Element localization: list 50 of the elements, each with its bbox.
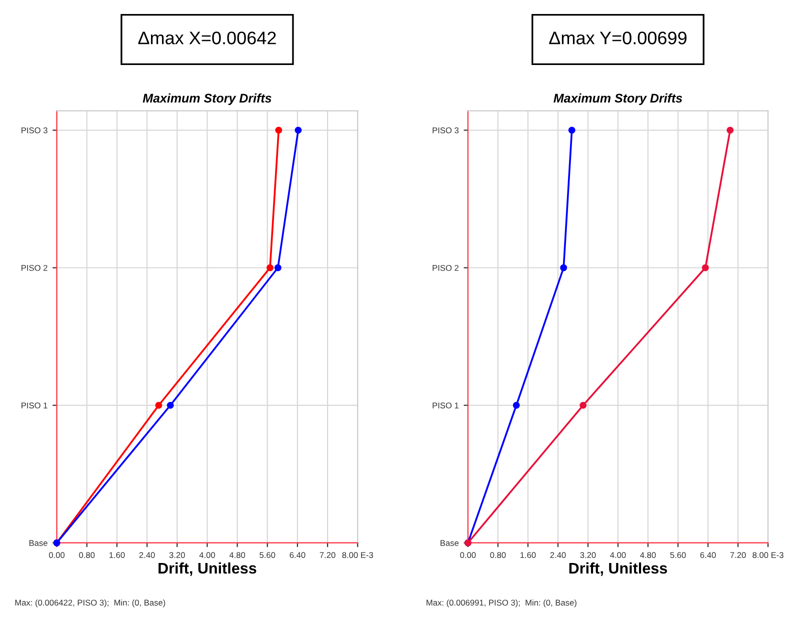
point [166, 402, 174, 409]
y-tick-label: Base [29, 540, 48, 546]
x-tick-label: 8.00 E-3 [752, 552, 784, 558]
x-axis-title: Drift, Unitless [158, 562, 256, 576]
point [274, 264, 282, 272]
x-tick-label: 2.40 [139, 552, 155, 558]
x-tick-label: 8.00 E-3 [342, 552, 374, 558]
y-tick-label: PISO 2 [22, 264, 48, 271]
y-tick-label: Base [440, 540, 459, 546]
point [266, 264, 274, 272]
chart-subtitle: Δmax X=0.00642 [138, 32, 276, 44]
y-tick-label: PISO 2 [432, 264, 458, 271]
x-tick-label: 4.80 [229, 552, 246, 558]
x-tick-label: 3.20 [580, 552, 596, 558]
chart-subtitle: Δmax Y=0.00699 [549, 32, 686, 44]
point [726, 126, 734, 134]
point [580, 402, 587, 409]
x-tick-label: 0.80 [79, 552, 95, 558]
x-tick-label: 6.40 [290, 552, 306, 558]
x-tick-label: 4.00 [199, 552, 215, 558]
x-tick-label: 5.60 [670, 552, 686, 558]
point [702, 264, 709, 272]
point [275, 126, 282, 134]
chart-title: Maximum Story Drifts [142, 93, 272, 106]
x-tick-label: 3.20 [169, 552, 185, 558]
y-tick-label: PISO 3 [432, 127, 459, 134]
x-tick-label: 0.00 [460, 552, 476, 558]
x-tick-label: 5.60 [260, 552, 276, 558]
x-tick-label: 1.60 [520, 552, 536, 558]
x-tick-label: 6.40 [700, 552, 716, 558]
chart-title: Maximum Story Drifts [554, 93, 682, 106]
text: Max: (0.006422, PISO 3); Min: (0, Base) [15, 599, 166, 608]
point [512, 402, 520, 409]
y-tick-label: PISO 1 [22, 402, 48, 408]
x-axis-title: Drift, Unitless [569, 562, 668, 576]
point [155, 402, 162, 409]
text: Max: (0.006991, PISO 3); Min: (0, Base) [426, 599, 576, 608]
x-tick-label: 4.00 [610, 552, 626, 558]
point [560, 264, 568, 272]
x-tick-label: 1.60 [109, 552, 125, 558]
point [568, 126, 576, 134]
x-tick-label: 7.20 [320, 552, 336, 558]
point [294, 126, 302, 134]
x-tick-label: 0.80 [490, 552, 506, 558]
x-tick-label: 2.40 [550, 552, 566, 558]
y-tick-label: PISO 1 [432, 402, 459, 408]
y-tick-label: PISO 3 [22, 127, 48, 134]
x-tick-label: 4.80 [640, 552, 656, 558]
x-tick-label: 0.00 [48, 552, 65, 558]
x-tick-label: 7.20 [730, 552, 746, 558]
